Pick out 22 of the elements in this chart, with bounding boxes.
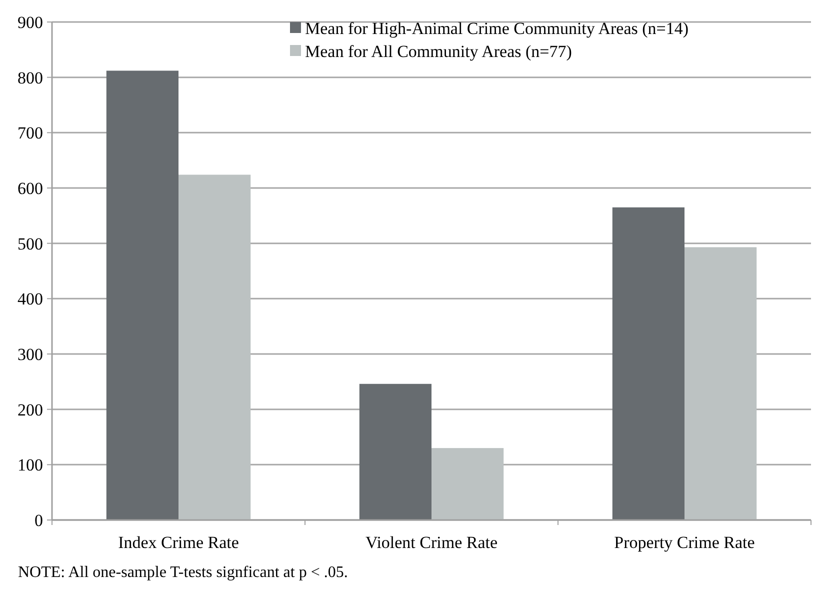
y-tick-label: 300 xyxy=(18,344,43,364)
x-tick-label: Violent Crime Rate xyxy=(365,533,498,552)
bar xyxy=(684,247,757,520)
bar xyxy=(359,384,432,520)
legend-label: Mean for All Community Areas (n=77) xyxy=(305,42,572,61)
bar xyxy=(106,70,178,520)
y-tick-label: 0 xyxy=(34,510,43,530)
legend-label: Mean for High-Animal Crime Community Areas (n=14) xyxy=(305,18,689,38)
y-tick-label: 100 xyxy=(18,456,43,475)
y-tick-label: 900 xyxy=(18,12,43,32)
y-tick-label: 400 xyxy=(18,290,43,309)
y-tick-label: 800 xyxy=(18,68,43,88)
y-tick-label: 200 xyxy=(18,400,43,420)
x-tick-label: Property Crime Rate xyxy=(614,533,755,552)
bar xyxy=(432,448,504,520)
y-tick-label: 500 xyxy=(18,234,43,254)
text: NOTE: All one-sample T-tests signficant at p < .05. xyxy=(18,564,348,581)
y-tick-label: 700 xyxy=(18,124,43,143)
x-tick-label: Index Crime Rate xyxy=(118,533,239,552)
bar xyxy=(612,207,684,520)
y-tick-label: 600 xyxy=(18,178,43,198)
bar xyxy=(178,174,251,520)
